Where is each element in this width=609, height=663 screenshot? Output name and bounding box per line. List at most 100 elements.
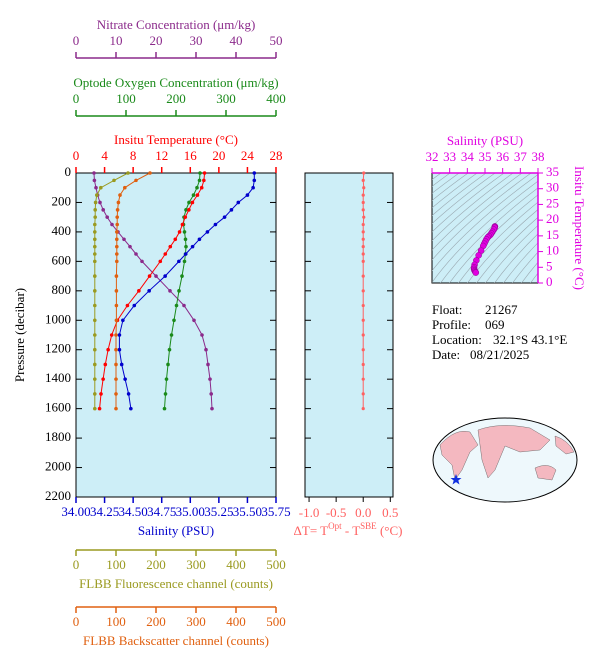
- axis-label: Insitu Temperature (°C): [114, 132, 238, 147]
- contour: [432, 173, 523, 251]
- data-point: [195, 193, 200, 197]
- data-point: [109, 333, 114, 337]
- data-point: [93, 406, 97, 411]
- contour: [503, 242, 538, 283]
- contour: [494, 233, 538, 283]
- data-point: [123, 377, 127, 381]
- data-point: [93, 289, 97, 293]
- data-point: [222, 215, 227, 219]
- data-point: [105, 215, 109, 219]
- data-point: [361, 178, 365, 182]
- y-tick-label: 600: [52, 252, 72, 267]
- x-tick-label: 100: [106, 557, 126, 572]
- data-point: [209, 392, 213, 396]
- data-point: [93, 222, 97, 227]
- x-tick-label: 34.75: [147, 504, 176, 519]
- contour: [512, 251, 538, 283]
- x-tick-label: 34.50: [119, 504, 148, 519]
- data-point: [361, 377, 365, 381]
- data-point: [158, 259, 163, 264]
- data-point: [187, 200, 191, 205]
- data-point: [362, 171, 366, 175]
- data-point: [134, 252, 138, 256]
- label-part: - T: [342, 523, 361, 538]
- data-point: [183, 237, 188, 242]
- data-point: [93, 392, 97, 396]
- data-point: [163, 274, 167, 278]
- y-tick-label: 1200: [45, 341, 71, 356]
- info-value: 32.1°S 43.1°E: [493, 332, 567, 347]
- contour: [432, 180, 538, 283]
- data-point: [115, 208, 120, 212]
- data-point: [361, 362, 365, 367]
- data-point: [361, 245, 365, 249]
- x-tick-label: 0: [73, 33, 80, 48]
- y-tick-label: 20: [546, 211, 559, 226]
- data-point: [137, 289, 141, 293]
- data-point: [122, 237, 126, 242]
- x-tick-label: 400: [226, 557, 246, 572]
- data-point: [251, 185, 255, 190]
- label-part: ΔT= T: [294, 523, 329, 538]
- data-point: [93, 347, 97, 352]
- data-point: [198, 171, 202, 175]
- data-point: [95, 193, 99, 197]
- data-point: [191, 193, 196, 197]
- chart-title: Salinity (PSU): [447, 133, 523, 148]
- data-point: [180, 222, 185, 227]
- data-point: [114, 362, 118, 367]
- data-point: [197, 178, 202, 183]
- data-point: [208, 377, 212, 381]
- y-tick-label: 400: [52, 223, 72, 238]
- x-tick-label: 32: [426, 149, 439, 164]
- data-point: [361, 237, 365, 241]
- x-tick-label: 500: [266, 614, 286, 629]
- data-point: [93, 274, 97, 278]
- data-point: [195, 185, 199, 190]
- x-tick-label: 35.75: [261, 504, 290, 519]
- y-tick-label: 2000: [45, 459, 71, 474]
- data-point: [115, 259, 119, 264]
- y-tick-label: 10: [546, 243, 559, 258]
- y-tick-label: 35: [546, 164, 559, 179]
- x-tick-label: 34: [461, 149, 475, 164]
- data-point: [183, 252, 188, 256]
- axis-label: Optode Oxygen Concentration (μm/kg): [73, 75, 278, 90]
- axis-label: FLBB Backscatter channel (counts): [83, 633, 269, 648]
- data-point: [93, 377, 97, 381]
- y-tick-label: 0: [546, 274, 553, 289]
- data-point: [93, 244, 97, 249]
- data-point: [123, 185, 127, 190]
- info-label: Float:: [432, 302, 462, 317]
- axis-label: Salinity (PSU): [138, 523, 214, 538]
- y-axis-label: Insitu Temperature (°C): [572, 166, 587, 290]
- data-point: [197, 237, 202, 242]
- x-tick-label: 0.0: [355, 505, 371, 520]
- data-point: [118, 193, 122, 197]
- y-tick-label: 1000: [45, 311, 71, 326]
- x-tick-label: 300: [186, 557, 206, 572]
- y-tick-label: 0: [65, 164, 72, 179]
- x-tick-label: 100: [106, 614, 126, 629]
- info-value: 069: [485, 317, 505, 332]
- data-point: [361, 318, 365, 322]
- x-tick-label: 28: [270, 148, 283, 163]
- contour: [476, 216, 538, 283]
- data-point: [167, 347, 172, 352]
- x-tick-label: 300: [216, 91, 236, 106]
- label-part: (°C): [377, 523, 403, 538]
- data-point: [187, 208, 191, 212]
- data-point: [114, 377, 118, 381]
- data-point: [93, 252, 97, 256]
- contour: [485, 225, 538, 283]
- label-part: SBE: [360, 521, 377, 531]
- x-tick-label: 0.5: [382, 505, 398, 520]
- x-tick-label: 35: [479, 149, 492, 164]
- y-tick-label: 15: [546, 227, 559, 242]
- data-point: [92, 171, 96, 175]
- x-tick-label: 30: [190, 33, 203, 48]
- data-point: [117, 347, 122, 352]
- data-point: [177, 289, 181, 293]
- x-tick-label: 200: [146, 557, 166, 572]
- data-point: [93, 362, 97, 367]
